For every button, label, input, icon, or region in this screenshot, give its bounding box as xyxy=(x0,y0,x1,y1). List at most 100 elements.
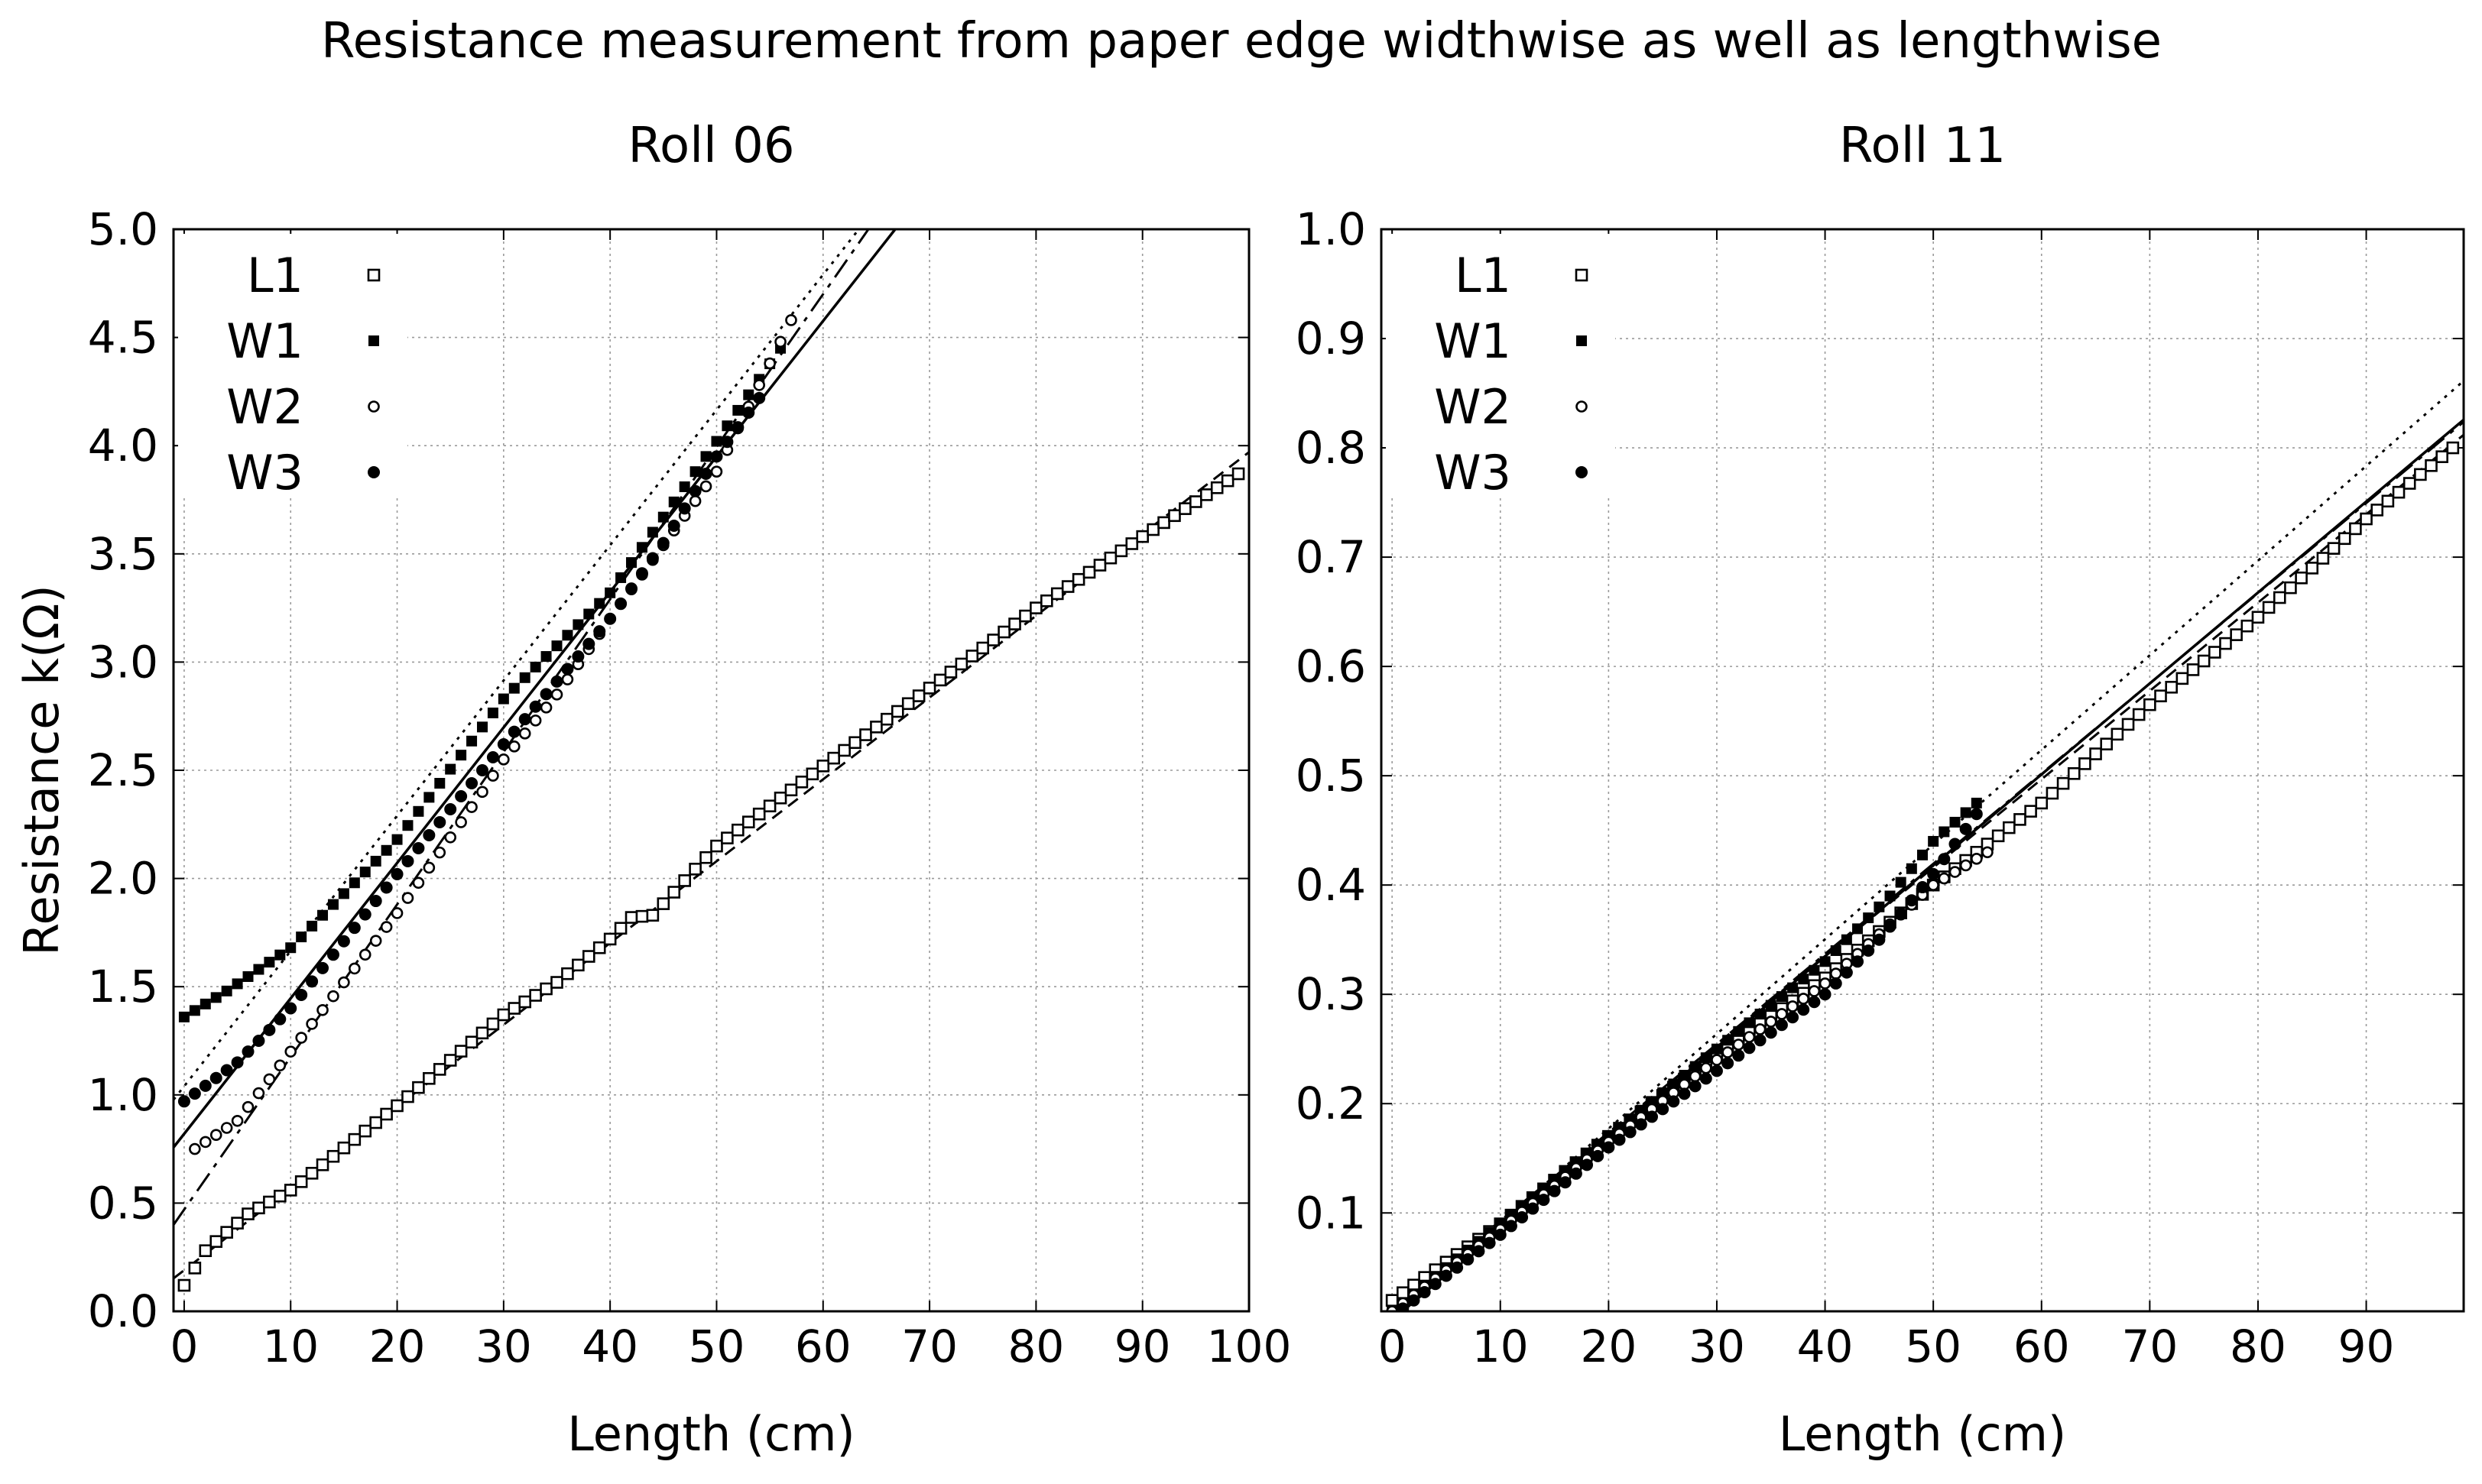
y-tick-label: 3.0 xyxy=(88,636,158,688)
point-l1 xyxy=(1082,565,1096,579)
chart-roll-11: Roll 11 0 10 20 30 40 50 60 70 80 90 0.1 0.2 0.3 0.4 0.… xyxy=(1296,118,2465,1462)
point-w3 xyxy=(1938,853,1951,866)
point-l1 xyxy=(2230,628,2243,641)
point-l1 xyxy=(721,831,734,844)
point-l1 xyxy=(2349,522,2362,536)
point-w1 xyxy=(476,721,488,733)
point-w2 xyxy=(561,673,574,685)
chart-roll-06: Roll 06 0 10 20 30 40 50 60 70 80 90 100 0.0 0.5 1.0 1.… xyxy=(14,118,1291,1462)
point-w1 xyxy=(636,542,647,553)
y-tick-label: 4.0 xyxy=(88,420,158,471)
point-w1 xyxy=(1700,1052,1711,1064)
point-w2 xyxy=(476,786,488,799)
point-l1 xyxy=(614,922,628,935)
point-w1 xyxy=(210,992,222,1003)
point-w2 xyxy=(774,335,787,348)
point-w2 xyxy=(189,1142,201,1155)
x-tick-label: 70 xyxy=(901,1320,958,1372)
point-l1 xyxy=(326,1149,340,1163)
y-tick-label: 2.0 xyxy=(88,853,158,905)
point-w2 xyxy=(1829,967,1842,980)
y-tick-label: 0.2 xyxy=(1296,1077,1366,1129)
point-l1 xyxy=(359,1124,372,1138)
point-w3 xyxy=(529,700,542,713)
fit-line-l1 xyxy=(1387,433,2464,1311)
point-l1 xyxy=(881,712,894,726)
point-l1 xyxy=(2132,708,2146,721)
y-tick-label: 1.0 xyxy=(88,1069,158,1121)
point-l1 xyxy=(2046,786,2059,800)
point-w2 xyxy=(1927,879,1939,891)
point-w2 xyxy=(1743,1031,1756,1043)
point-l1 xyxy=(2305,562,2319,575)
point-w2 xyxy=(444,831,456,844)
point-w3 xyxy=(721,436,734,449)
point-l1 xyxy=(1114,544,1128,558)
point-w1 xyxy=(178,1011,190,1022)
point-w2 xyxy=(1689,1070,1702,1083)
y-tick-label: 0.3 xyxy=(1296,968,1366,1020)
legend-marker-w1 xyxy=(1576,335,1587,346)
point-w1 xyxy=(307,920,318,932)
point-l1 xyxy=(774,791,787,805)
point-w3 xyxy=(466,776,479,789)
fit-lines xyxy=(174,229,1249,1280)
point-w3 xyxy=(1667,1095,1680,1108)
point-w2 xyxy=(242,1100,255,1113)
point-w1 xyxy=(1917,849,1928,860)
point-w1 xyxy=(1809,964,1820,976)
point-w2 xyxy=(423,861,436,874)
point-w1 xyxy=(657,511,669,523)
point-w2 xyxy=(508,740,521,753)
point-l1 xyxy=(220,1226,233,1239)
point-w2 xyxy=(433,846,446,859)
point-w2 xyxy=(550,689,563,701)
point-w2 xyxy=(753,379,765,391)
point-w1 xyxy=(1863,912,1874,924)
point-w1 xyxy=(285,942,297,954)
point-l1 xyxy=(231,1217,244,1230)
y-tick-label: 1.5 xyxy=(88,961,158,1013)
point-w3 xyxy=(699,468,712,481)
point-l1 xyxy=(2100,737,2114,750)
x-tick-label: 80 xyxy=(1007,1320,1064,1372)
point-l1 xyxy=(923,682,936,695)
point-l1 xyxy=(242,1207,255,1220)
point-w1 xyxy=(1765,1000,1776,1011)
point-w3 xyxy=(1527,1202,1539,1215)
point-l1 xyxy=(806,767,819,781)
point-w3 xyxy=(1429,1278,1442,1291)
point-l1 xyxy=(2067,766,2081,780)
point-l1 xyxy=(1093,559,1107,572)
point-w1 xyxy=(1852,923,1864,935)
point-l1 xyxy=(2381,494,2395,508)
x-tick-label: 50 xyxy=(689,1320,745,1372)
point-w3 xyxy=(1407,1294,1420,1307)
point-w2 xyxy=(466,801,478,813)
point-w3 xyxy=(1624,1126,1637,1139)
point-w2 xyxy=(785,314,797,326)
point-w1 xyxy=(647,527,658,538)
y-tick-label: 1.0 xyxy=(1296,203,1366,255)
point-w3 xyxy=(1808,996,1821,1009)
point-l1 xyxy=(944,666,958,679)
point-w1 xyxy=(274,949,286,961)
point-l1 xyxy=(188,1262,202,1275)
point-l1 xyxy=(1125,537,1139,550)
x-tick-label: 40 xyxy=(1797,1320,1854,1372)
point-w1 xyxy=(487,707,498,718)
point-l1 xyxy=(2240,619,2254,633)
point-l1 xyxy=(1008,617,1021,630)
point-l1 xyxy=(870,721,883,734)
x-tick-label: 90 xyxy=(2338,1320,2395,1372)
point-w2 xyxy=(1819,977,1831,990)
point-l1 xyxy=(443,1054,457,1067)
point-w3 xyxy=(348,922,361,935)
point-l1 xyxy=(1231,467,1245,481)
point-l1 xyxy=(912,689,926,702)
point-l1 xyxy=(2219,637,2232,650)
point-w1 xyxy=(434,777,446,789)
point-w3 xyxy=(497,738,510,751)
point-w2 xyxy=(1386,1305,1398,1311)
point-l1 xyxy=(529,989,542,1002)
